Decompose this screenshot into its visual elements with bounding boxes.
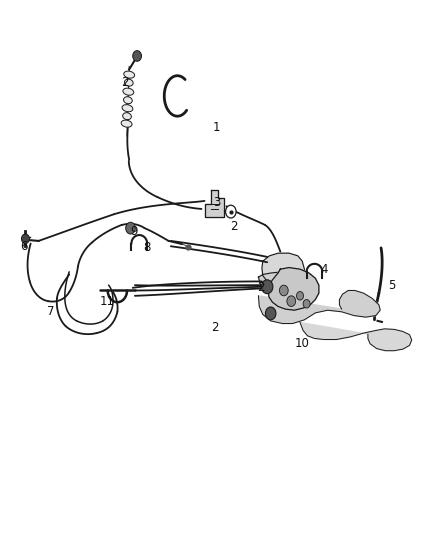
Text: 10: 10 — [295, 337, 310, 350]
Circle shape — [21, 234, 29, 244]
Ellipse shape — [121, 120, 132, 127]
Text: 2: 2 — [121, 76, 129, 89]
Text: 3: 3 — [213, 196, 220, 209]
Text: 2: 2 — [211, 321, 219, 334]
Circle shape — [133, 51, 141, 61]
Ellipse shape — [123, 112, 131, 120]
Ellipse shape — [124, 96, 132, 104]
Text: 7: 7 — [46, 305, 54, 318]
Circle shape — [297, 292, 304, 300]
Text: 2: 2 — [230, 220, 238, 233]
Text: 8: 8 — [143, 241, 150, 254]
Ellipse shape — [124, 71, 134, 78]
Circle shape — [126, 222, 135, 234]
Text: 4: 4 — [320, 263, 328, 276]
Text: 5: 5 — [389, 279, 396, 292]
Ellipse shape — [124, 79, 133, 86]
Polygon shape — [205, 190, 224, 217]
Polygon shape — [258, 290, 380, 324]
Circle shape — [303, 300, 310, 308]
Polygon shape — [262, 253, 304, 286]
Circle shape — [261, 280, 273, 294]
Text: 9: 9 — [130, 225, 138, 238]
Circle shape — [265, 307, 276, 320]
Circle shape — [226, 205, 236, 218]
Ellipse shape — [122, 104, 133, 112]
Text: 6: 6 — [20, 240, 28, 253]
Circle shape — [279, 285, 288, 296]
Polygon shape — [268, 268, 319, 310]
Text: 2: 2 — [257, 281, 265, 294]
Text: 11: 11 — [100, 295, 115, 308]
Polygon shape — [258, 271, 315, 298]
Ellipse shape — [123, 88, 134, 95]
Polygon shape — [300, 322, 412, 351]
Circle shape — [287, 296, 296, 306]
Text: 1: 1 — [213, 122, 221, 134]
